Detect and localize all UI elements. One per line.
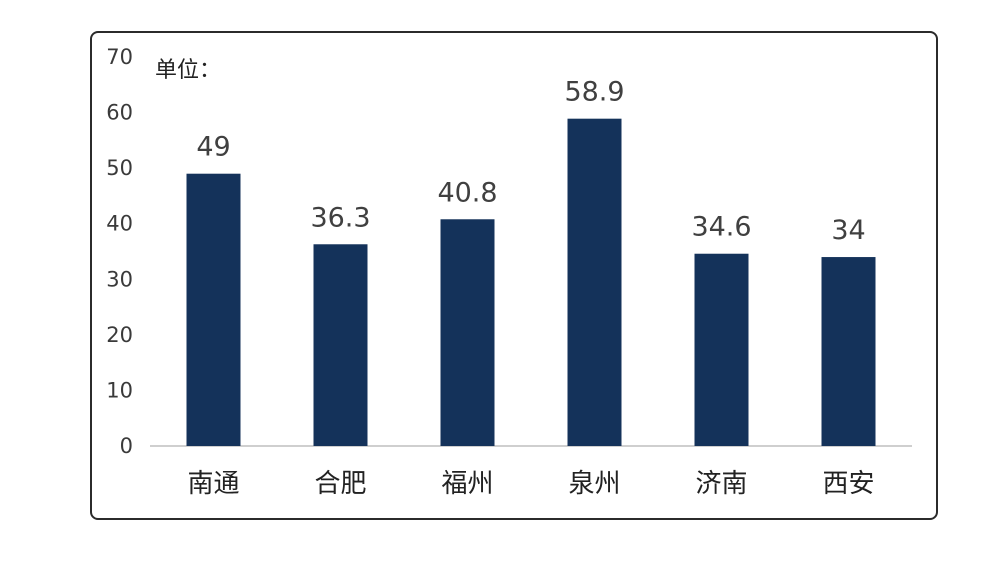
category-label: 泉州 (568, 469, 620, 499)
category-label: 济南 (695, 469, 747, 499)
category-label: 福州 (441, 469, 493, 499)
bars (186, 118, 876, 446)
y-tick-label: 30 (106, 267, 133, 291)
y-axis-ticks: 0 10 20 30 40 50 60 70 (106, 45, 133, 458)
category-label: 西安 (822, 469, 874, 499)
bar (186, 173, 241, 446)
bar (440, 219, 495, 446)
data-label: 40.8 (437, 177, 497, 208)
y-tick-label: 20 (106, 323, 133, 347)
data-label: 34.6 (691, 212, 751, 243)
y-tick-label: 10 (106, 378, 133, 402)
category-label: 南通 (187, 469, 239, 499)
y-tick-label: 0 (120, 434, 133, 458)
data-label: 34 (831, 215, 865, 246)
bar (821, 257, 876, 446)
category-label: 合肥 (314, 469, 366, 499)
data-label: 49 (196, 132, 230, 163)
data-labels: 49 36.3 40.8 58.9 34.6 34 (196, 77, 865, 246)
data-label: 58.9 (564, 77, 624, 108)
bar (694, 253, 749, 446)
y-tick-label: 70 (106, 45, 133, 69)
y-tick-label: 40 (106, 212, 133, 236)
y-tick-label: 60 (106, 101, 133, 125)
unit-label: 单位： (155, 58, 221, 83)
y-tick-label: 50 (106, 156, 133, 180)
category-labels: 南通 合肥 福州 泉州 济南 西安 (187, 469, 874, 499)
data-label: 36.3 (310, 202, 370, 233)
bar (313, 244, 368, 446)
bar (567, 118, 622, 446)
